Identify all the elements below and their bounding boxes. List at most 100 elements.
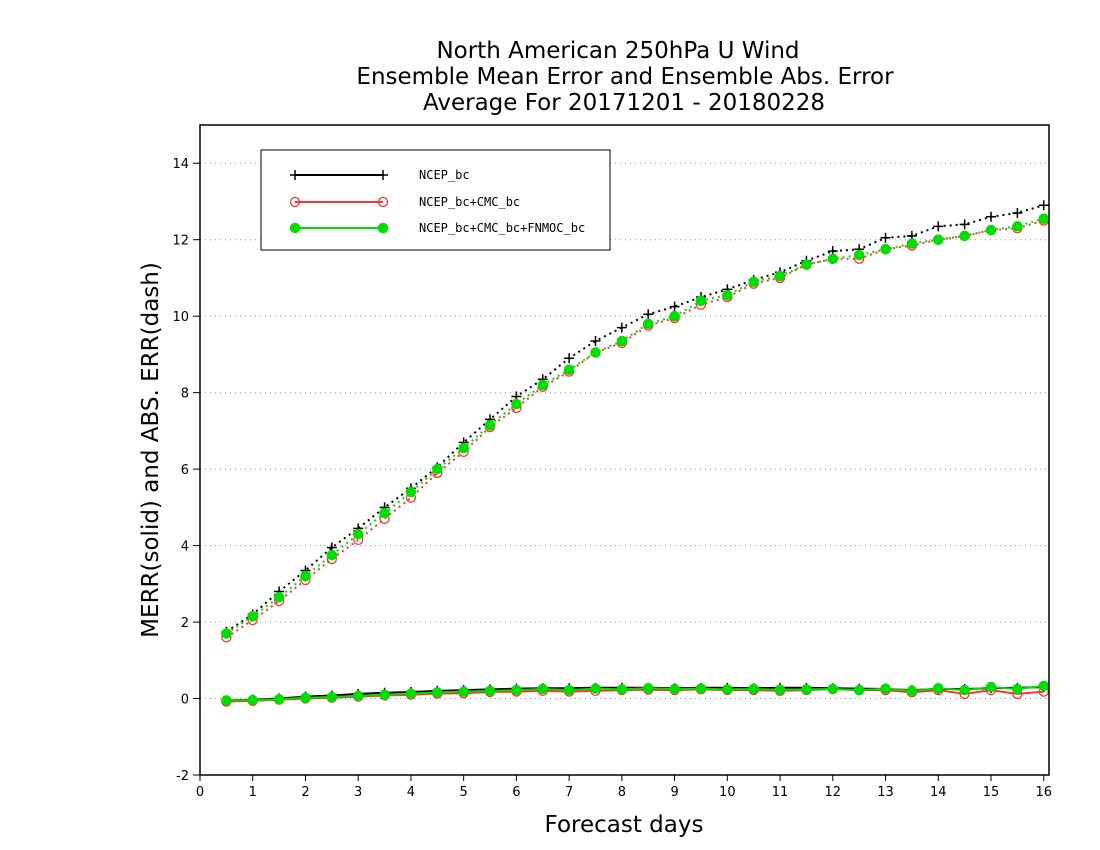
legend-item: NCEP_bc+CMC_bc bbox=[289, 195, 520, 209]
abs-error-point bbox=[1038, 200, 1049, 211]
x-tick-label: 16 bbox=[1035, 785, 1052, 800]
abs-error-point bbox=[959, 219, 970, 230]
legend-marker bbox=[289, 196, 301, 208]
mean-error-point bbox=[669, 683, 680, 695]
mean-error-point bbox=[933, 682, 944, 694]
series-layer bbox=[221, 200, 1049, 707]
series-1 bbox=[221, 215, 1049, 707]
mean-error-point bbox=[221, 695, 232, 706]
abs-error-point bbox=[590, 336, 601, 347]
abs-error-point bbox=[484, 419, 496, 431]
mean-error-point bbox=[1012, 683, 1023, 695]
abs-error-point bbox=[563, 364, 575, 375]
legend-marker bbox=[290, 170, 300, 180]
mean-error-point bbox=[642, 682, 654, 694]
mean-error-point bbox=[959, 684, 970, 696]
x-tick-label: 12 bbox=[825, 785, 842, 800]
mean-error-point bbox=[511, 684, 522, 696]
abs-error-line bbox=[225, 219, 1044, 639]
y-tick-label: 0 bbox=[181, 693, 189, 708]
legend-marker bbox=[377, 222, 389, 234]
mean-error-point bbox=[432, 687, 443, 698]
mean-error-point bbox=[1038, 680, 1049, 692]
mean-error-point bbox=[880, 683, 891, 694]
abs-error-point bbox=[432, 463, 443, 475]
mean-error-point bbox=[537, 683, 549, 695]
x-tick-label: 0 bbox=[196, 785, 204, 800]
abs-error-point bbox=[326, 549, 338, 561]
abs-error-point bbox=[642, 318, 654, 330]
y-tick-label: 10 bbox=[172, 310, 189, 325]
legend-box bbox=[260, 149, 611, 251]
y-axis-label: MERR(solid) and ABS. ERR(dash) bbox=[138, 262, 164, 638]
abs-error-point bbox=[1012, 221, 1023, 232]
x-tick-label: 7 bbox=[565, 785, 573, 800]
abs-error-point bbox=[801, 259, 812, 270]
abs-error-point bbox=[247, 611, 258, 622]
y-tick-label: 12 bbox=[172, 234, 189, 249]
mean-error-point bbox=[985, 681, 997, 693]
y-tick-label: -2 bbox=[176, 769, 189, 784]
legend-item: NCEP_bc+CMC_bc+FNMOC_bc bbox=[289, 221, 585, 235]
mean-error-point bbox=[352, 690, 364, 702]
abs-error-point bbox=[774, 270, 786, 282]
abs-error-point bbox=[722, 289, 733, 301]
abs-error-point bbox=[748, 276, 759, 288]
x-tick-label: 9 bbox=[670, 785, 678, 800]
x-tick-label: 1 bbox=[249, 785, 257, 800]
abs-error-point bbox=[616, 322, 627, 333]
mean-error-point bbox=[484, 685, 496, 697]
abs-error-point bbox=[511, 398, 522, 410]
abs-error-point bbox=[564, 353, 575, 364]
legend-marker bbox=[378, 170, 388, 180]
mean-error-point bbox=[853, 684, 865, 696]
y-tick-label: 4 bbox=[181, 540, 189, 555]
y-tick-label: 2 bbox=[181, 616, 189, 631]
abs-error-point bbox=[643, 309, 654, 320]
x-axis-label: Forecast days bbox=[545, 812, 704, 838]
y-tick-label: 6 bbox=[181, 463, 189, 478]
abs-error-point bbox=[590, 347, 601, 358]
x-tick-label: 5 bbox=[460, 785, 468, 800]
mean-error-point bbox=[748, 683, 759, 695]
series-0 bbox=[221, 200, 1049, 706]
abs-error-point bbox=[880, 244, 891, 255]
legend-label: NCEP_bc bbox=[419, 168, 470, 182]
abs-error-point bbox=[1038, 213, 1049, 224]
mean-error-point bbox=[827, 683, 839, 695]
x-tick-label: 2 bbox=[301, 785, 309, 800]
x-tick-label: 8 bbox=[618, 785, 626, 800]
legend-item: NCEP_bc bbox=[290, 168, 470, 182]
chart-title: North American 250hPa U Wind Ensemble Me… bbox=[356, 38, 894, 116]
mean-error-point bbox=[326, 691, 338, 703]
plot-frame bbox=[199, 124, 1050, 776]
abs-error-point bbox=[352, 528, 364, 540]
x-tick-label: 4 bbox=[407, 785, 415, 800]
x-tick-label: 15 bbox=[983, 785, 1000, 800]
mean-error-point bbox=[722, 684, 733, 695]
mean-error-point bbox=[801, 684, 812, 695]
abs-error-point bbox=[1012, 207, 1023, 218]
legend-label: NCEP_bc+CMC_bc bbox=[419, 195, 520, 209]
chart-title-line-3: Average For 20171201 - 20180228 bbox=[423, 90, 825, 116]
abs-error-point bbox=[669, 301, 680, 312]
legend-marker bbox=[289, 222, 301, 234]
abs-error-point bbox=[853, 249, 865, 261]
abs-error-point bbox=[616, 335, 628, 347]
mean-error-point bbox=[300, 692, 311, 704]
abs-error-point bbox=[273, 591, 285, 603]
abs-error-point bbox=[537, 379, 549, 391]
abs-error-point bbox=[933, 221, 944, 232]
mean-error-point bbox=[695, 683, 707, 694]
x-tick-label: 14 bbox=[930, 785, 947, 800]
abs-error-point bbox=[933, 234, 944, 245]
mean-error-point bbox=[458, 686, 469, 697]
x-tick-label: 6 bbox=[512, 785, 520, 800]
abs-error-point bbox=[379, 507, 390, 519]
abs-error-point bbox=[827, 253, 839, 265]
mean-error-point bbox=[590, 683, 601, 694]
chart-title-line-2: Ensemble Mean Error and Ensemble Abs. Er… bbox=[356, 64, 894, 90]
legend-label: NCEP_bc+CMC_bc+FNMOC_bc bbox=[419, 221, 585, 235]
